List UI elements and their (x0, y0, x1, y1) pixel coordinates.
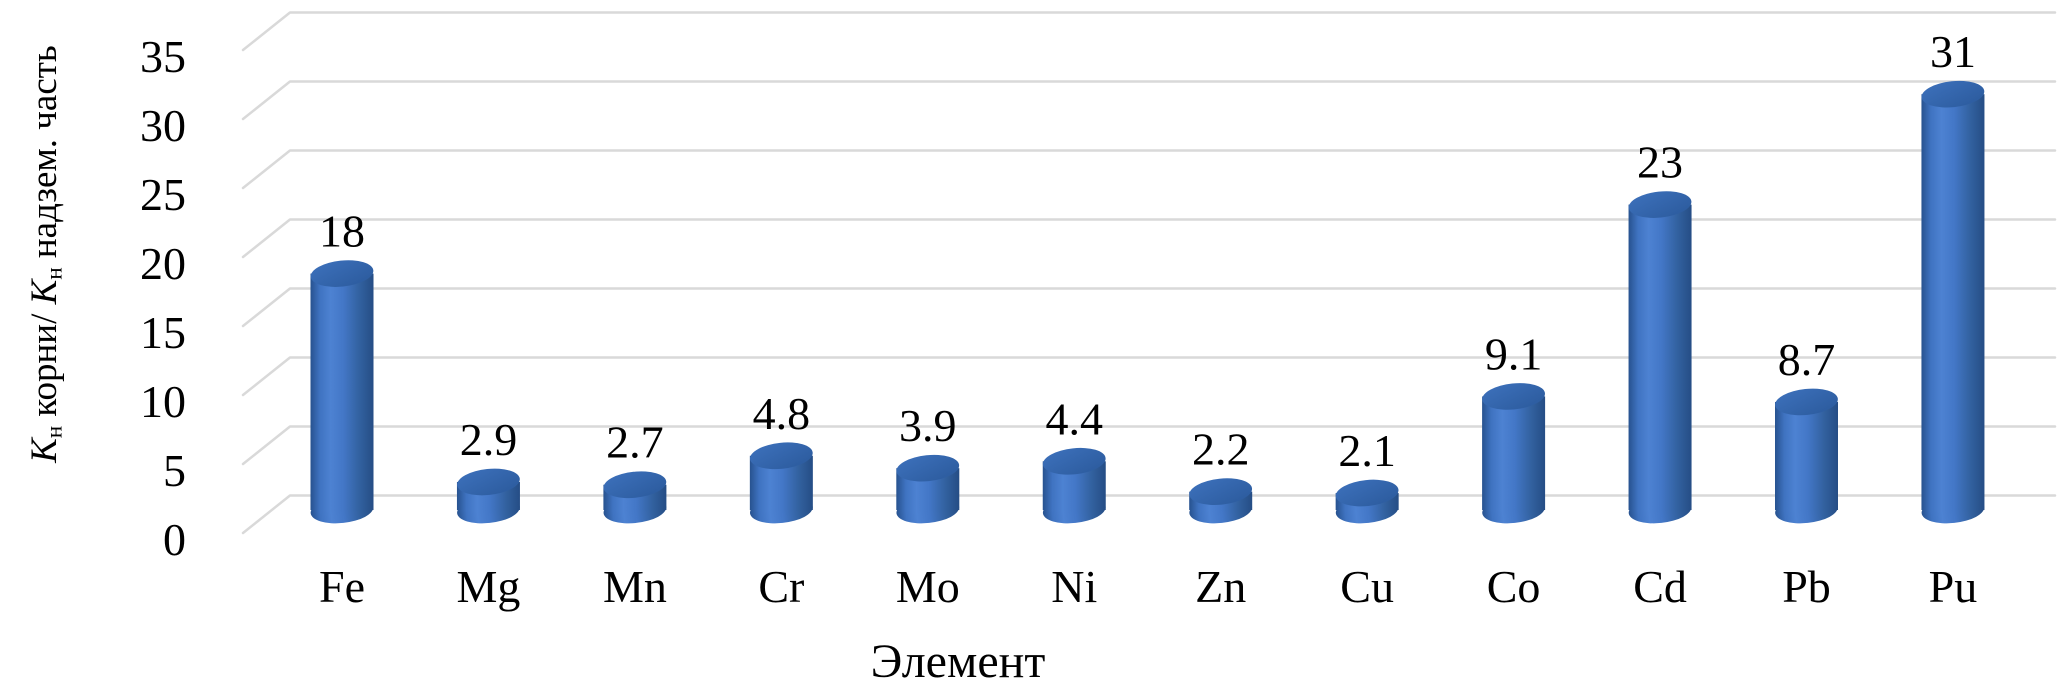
category-label-Mn: Mn (603, 561, 667, 612)
y-axis-title-end: надзем. часть (24, 45, 65, 268)
category-label-Cu: Cu (1340, 561, 1394, 612)
bar-body-Co (1482, 396, 1546, 510)
y-tick-label-5: 5 (163, 445, 186, 496)
bar-top-Mn (603, 471, 667, 499)
bar-top-Fe (310, 260, 374, 287)
gridline-10 (241, 356, 2057, 397)
category-label-Cr: Cr (758, 561, 804, 612)
y-axis-title-mid: корни/ (24, 304, 65, 426)
bar-top-Pu (1921, 80, 1985, 108)
gridline-5 (241, 425, 2057, 466)
value-label-Mo: 3.9 (899, 400, 957, 451)
value-label-Cd: 23 (1637, 137, 1683, 188)
value-label-Pu: 31 (1930, 26, 1976, 77)
bar-top-Pb (1775, 388, 1838, 416)
gridline-30 (241, 80, 2057, 121)
gridline-25 (241, 149, 2057, 190)
value-label-Cr: 4.8 (753, 388, 811, 439)
category-label-Co: Co (1487, 561, 1541, 612)
bar-top-Co (1482, 383, 1545, 410)
category-label-Ni: Ni (1051, 561, 1097, 612)
category-label-Fe: Fe (319, 561, 365, 612)
gridline-0 (241, 494, 2057, 535)
bar-body-Fe (310, 273, 374, 510)
bar-top-Zn (1189, 478, 1253, 505)
category-label-Mg: Mg (456, 561, 520, 612)
value-label-Mg: 2.9 (460, 414, 518, 465)
category-label-Cd: Cd (1633, 561, 1687, 612)
y-tick-label-10: 10 (140, 376, 186, 427)
gridline-35 (241, 11, 2057, 52)
y-tick-label-0: 0 (163, 514, 186, 565)
value-label-Mn: 2.7 (606, 417, 664, 468)
value-label-Co: 9.1 (1485, 328, 1543, 379)
bar-top-Mg (457, 468, 520, 496)
value-label-Ni: 4.4 (1046, 393, 1104, 444)
category-label-Pu: Pu (1929, 561, 1978, 612)
y-axis-title: Kн корни/ Kн надзем. часть (23, 0, 67, 514)
category-label-Pb: Pb (1782, 561, 1831, 612)
value-label-Pb: 8.7 (1778, 334, 1836, 385)
bar-body-Pb (1775, 401, 1838, 510)
y-tick-label-25: 25 (140, 169, 186, 220)
y-axis-title-k2: K (24, 279, 65, 305)
bar-top-Cu (1335, 479, 1399, 507)
bar-top-Ni (1042, 447, 1106, 475)
bar-body-Pu (1921, 94, 1985, 510)
bar-top-Mo (896, 454, 960, 482)
bar-body-Cd (1628, 204, 1692, 510)
y-tick-label-30: 30 (140, 100, 186, 151)
bar-top-Cd (1628, 191, 1692, 218)
y-axis-title-sub1: н (41, 425, 67, 439)
category-label-Zn: Zn (1195, 561, 1246, 612)
gridline-15 (241, 287, 2057, 328)
value-label-Cu: 2.1 (1338, 425, 1396, 476)
category-label-Mo: Mo (896, 561, 960, 612)
y-tick-label-20: 20 (140, 238, 186, 289)
y-axis-title-sub2: н (41, 267, 67, 280)
bar-top-Cr (749, 442, 813, 470)
gridline-20 (241, 218, 2057, 259)
y-tick-label-15: 15 (140, 307, 186, 358)
y-tick-label-35: 35 (140, 31, 186, 82)
value-label-Zn: 2.2 (1192, 424, 1250, 475)
x-axis-title: Элемент (870, 635, 1046, 679)
y-axis-title-k1: K (24, 438, 65, 463)
value-label-Fe: 18 (319, 206, 365, 257)
